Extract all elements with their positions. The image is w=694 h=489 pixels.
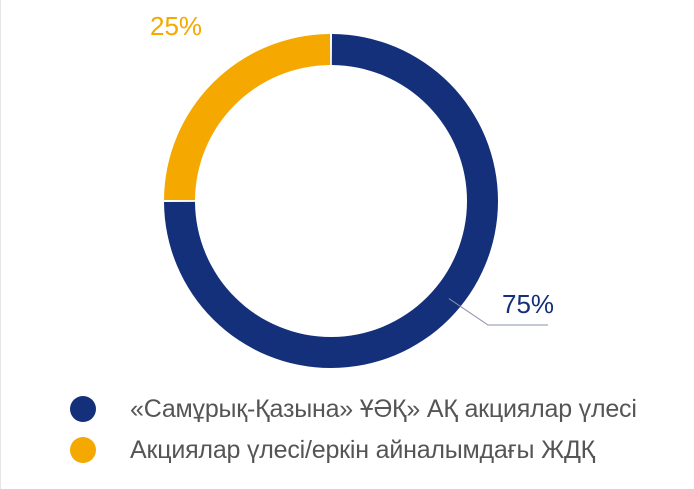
legend: «Самұрық-Қазына» ҰӘҚ» АҚ акциялар үлесі … bbox=[70, 393, 637, 475]
legend-item-samruk: «Самұрық-Қазына» ҰӘҚ» АҚ акциялар үлесі bbox=[70, 393, 637, 425]
value-label-samruk: 75% bbox=[502, 289, 554, 319]
legend-item-free-float: Акциялар үлесі/еркін айналымдағы ЖДҚ bbox=[70, 434, 637, 466]
legend-label-free-float: Акциялар үлесі/еркін айналымдағы ЖДҚ bbox=[130, 435, 596, 464]
leader-line-samruk bbox=[448, 298, 548, 326]
value-label-free-float: 25% bbox=[150, 11, 202, 41]
donut-chart: 75% 25% bbox=[150, 11, 554, 369]
legend-swatch-samruk bbox=[70, 396, 96, 422]
legend-swatch-free-float bbox=[70, 437, 96, 463]
left-border bbox=[0, 0, 1, 489]
legend-label-samruk: «Самұрық-Қазына» ҰӘҚ» АҚ акциялар үлесі bbox=[130, 394, 637, 423]
donut-slice-free-float bbox=[164, 34, 331, 201]
